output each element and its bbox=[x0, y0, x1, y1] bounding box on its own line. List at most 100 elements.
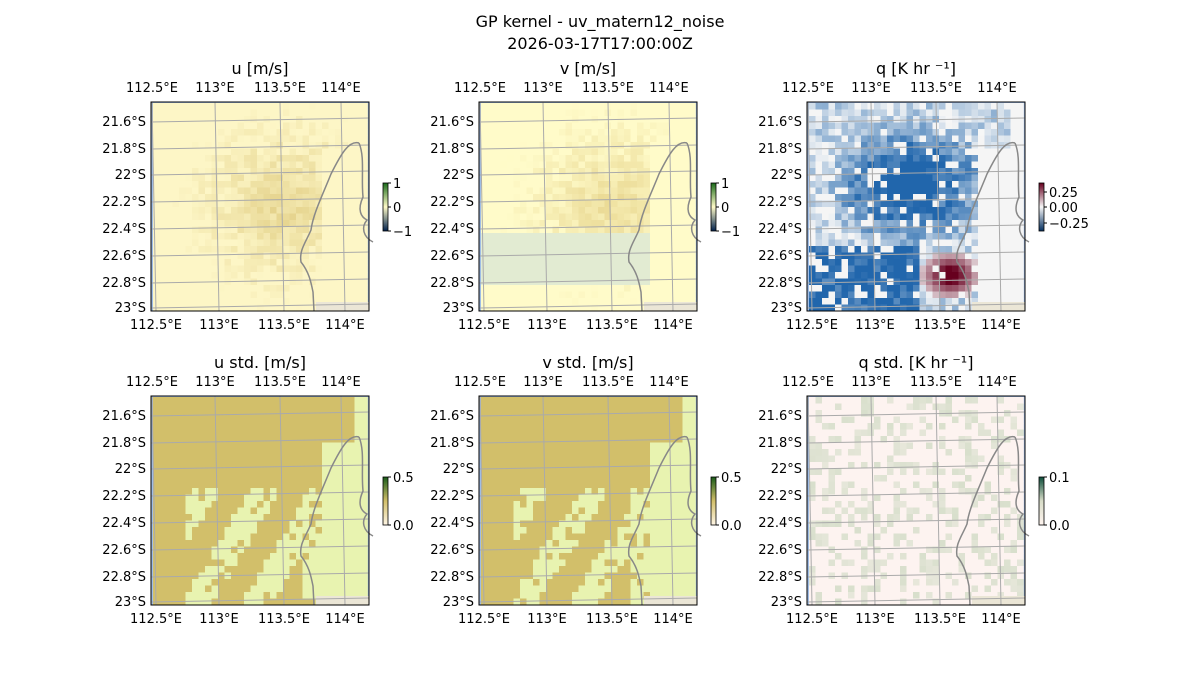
field-cell bbox=[913, 103, 920, 110]
field-cell bbox=[682, 259, 690, 266]
field-cell bbox=[507, 475, 514, 482]
field-cell bbox=[166, 233, 173, 240]
field-cell bbox=[296, 559, 303, 567]
field-cell bbox=[257, 174, 264, 182]
field-cell bbox=[513, 207, 521, 214]
field-cell bbox=[926, 122, 933, 130]
field-cell bbox=[289, 553, 297, 560]
field-cell bbox=[198, 553, 206, 560]
field-cell bbox=[591, 233, 599, 240]
field-cell bbox=[906, 298, 914, 305]
field-cell bbox=[874, 298, 881, 305]
field-cell bbox=[945, 298, 953, 305]
field-cell bbox=[481, 181, 488, 188]
field-cell bbox=[546, 298, 553, 305]
field-cell bbox=[578, 285, 586, 292]
field-cell bbox=[689, 174, 696, 182]
field-cell bbox=[315, 285, 323, 292]
field-cell bbox=[1017, 200, 1024, 208]
field-cell bbox=[218, 585, 225, 593]
field-cell bbox=[487, 436, 495, 443]
field-cell bbox=[952, 181, 959, 188]
field-cell bbox=[322, 579, 329, 586]
field-cell bbox=[643, 161, 651, 169]
field-cell bbox=[205, 194, 212, 201]
field-cell bbox=[533, 397, 540, 404]
field-cell bbox=[283, 233, 290, 240]
field-cell bbox=[166, 572, 173, 580]
field-cell bbox=[669, 135, 677, 143]
field-cell bbox=[854, 109, 862, 117]
field-cell bbox=[630, 168, 638, 175]
field-cell bbox=[900, 187, 907, 195]
field-cell bbox=[302, 416, 310, 424]
field-cells bbox=[809, 103, 1024, 312]
field-cell bbox=[270, 494, 277, 502]
lon-tick-label-bottom: 114°E bbox=[325, 318, 365, 333]
field-cell bbox=[302, 546, 310, 554]
field-cell bbox=[643, 449, 651, 456]
field-cell bbox=[361, 442, 368, 450]
field-cell bbox=[637, 488, 644, 495]
field-cell bbox=[179, 449, 186, 456]
field-cell bbox=[211, 592, 219, 599]
field-cell bbox=[1017, 181, 1024, 188]
field-cell bbox=[205, 220, 212, 227]
field-cell bbox=[211, 527, 219, 534]
field-cell bbox=[153, 200, 160, 208]
field-cell bbox=[656, 239, 664, 247]
field-cell bbox=[958, 161, 966, 169]
field-cell bbox=[179, 109, 186, 117]
field-cell bbox=[481, 442, 488, 450]
field-cell bbox=[689, 265, 696, 273]
field-cell bbox=[302, 468, 310, 476]
field-cell bbox=[361, 155, 368, 162]
coastline bbox=[358, 142, 374, 243]
field-cell bbox=[643, 181, 651, 188]
field-cell bbox=[604, 226, 612, 234]
field-cell bbox=[263, 429, 271, 437]
field-cell bbox=[348, 187, 355, 195]
field-cell bbox=[630, 155, 638, 162]
field-cell bbox=[611, 488, 618, 495]
field-cell bbox=[669, 129, 677, 136]
field-cell bbox=[598, 468, 605, 476]
field-cell bbox=[244, 200, 251, 208]
field-cell bbox=[939, 226, 946, 234]
field-cell bbox=[361, 116, 368, 123]
field-cell bbox=[507, 462, 514, 469]
field-cell bbox=[500, 200, 508, 208]
field-cell bbox=[591, 501, 599, 508]
field-cell bbox=[526, 488, 534, 495]
field-cell bbox=[172, 585, 180, 593]
field-cell bbox=[309, 520, 316, 528]
field-cell bbox=[978, 239, 985, 247]
field-cell bbox=[205, 304, 212, 312]
field-cell bbox=[328, 507, 336, 515]
field-cell bbox=[520, 220, 527, 227]
field-cell bbox=[611, 278, 618, 286]
field-cell bbox=[958, 291, 966, 299]
field-cell bbox=[971, 220, 979, 227]
field-cell bbox=[939, 252, 946, 260]
field-cell bbox=[656, 207, 664, 214]
field-cell bbox=[526, 233, 534, 240]
field-cell bbox=[650, 507, 657, 515]
field-cell bbox=[276, 527, 284, 534]
field-cell bbox=[283, 252, 290, 260]
field-cell bbox=[205, 416, 212, 424]
field-cell bbox=[682, 455, 690, 463]
field-cell bbox=[611, 200, 618, 208]
field-cell bbox=[637, 103, 644, 110]
field-cell bbox=[250, 116, 258, 123]
field-cell bbox=[630, 481, 638, 489]
field-cell bbox=[617, 488, 625, 495]
field-cell bbox=[192, 436, 199, 443]
field-cell bbox=[244, 442, 251, 450]
field-cell bbox=[354, 252, 362, 260]
field-cell bbox=[565, 423, 573, 430]
field-cell bbox=[341, 423, 349, 430]
field-cell bbox=[224, 416, 232, 424]
field-cell bbox=[926, 246, 933, 253]
field-cell bbox=[354, 200, 362, 208]
